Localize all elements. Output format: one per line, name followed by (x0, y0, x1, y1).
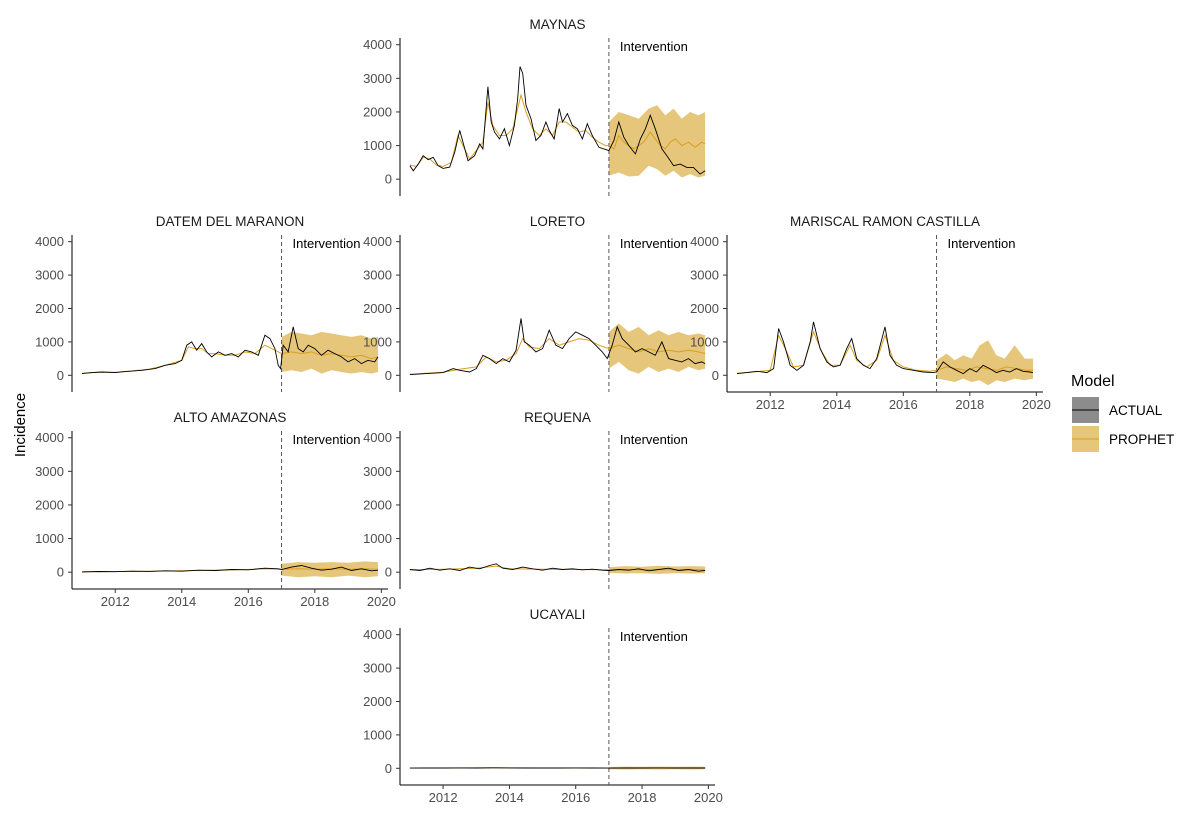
y-tick-label: 2000 (363, 301, 392, 316)
x-tick-label: 2014 (167, 594, 196, 609)
y-tick-label: 3000 (363, 268, 392, 283)
y-tick-label: 0 (712, 368, 719, 383)
y-axis-title: Incidence (12, 393, 29, 457)
legend-label-actual: ACTUAL (1109, 403, 1163, 418)
y-tick-label: 2000 (35, 301, 64, 316)
x-tick-label: 2020 (1022, 397, 1051, 412)
facet-alto-amazonas: ALTO AMAZONAS 0 1000 2000 3000 4000 2012 2014 20… (35, 410, 396, 609)
y-tick-label: 0 (385, 761, 392, 776)
facet-title: MARISCAL RAMON CASTILLA (790, 214, 980, 229)
actual-line (409, 318, 706, 376)
x-tick-label: 2018 (955, 397, 984, 412)
intervention-label: Intervention (293, 236, 361, 251)
y-tick-label: 3000 (35, 464, 64, 479)
facet-title: DATEM DEL MARANON (156, 214, 305, 229)
intervention-label: Intervention (620, 236, 688, 251)
facet-datem-del-maranon: DATEM DEL MARANON 0 1000 2000 3000 4000 Interv… (35, 214, 379, 392)
y-tick-label: 1000 (690, 334, 719, 349)
facet-title: ALTO AMAZONAS (174, 410, 287, 425)
x-tick-label: 2016 (234, 594, 263, 609)
actual-line (409, 66, 706, 175)
y-tick-label: 1000 (363, 334, 392, 349)
y-tick-label: 4000 (35, 234, 64, 249)
x-tick-label: 2016 (889, 397, 918, 412)
intervention-label: Intervention (620, 432, 688, 447)
y-tick-label: 4000 (363, 234, 392, 249)
y-tick-label: 4000 (363, 37, 392, 52)
y-tick-label: 0 (385, 368, 392, 383)
y-tick-label: 3000 (35, 268, 64, 283)
intervention-label: Intervention (293, 432, 361, 447)
y-tick-label: 3000 (363, 71, 392, 86)
legend: Model ACTUAL PROPHET (1071, 373, 1174, 452)
x-tick-label: 2014 (495, 790, 524, 805)
intervention-label: Intervention (948, 236, 1016, 251)
y-tick-label: 3000 (363, 661, 392, 676)
facet-loreto: LORETO 0 1000 2000 3000 4000 Intervention (363, 214, 706, 392)
y-tick-label: 4000 (363, 430, 392, 445)
y-tick-label: 2000 (363, 694, 392, 709)
prophet-line (736, 330, 1033, 374)
x-tick-label: 2020 (367, 594, 396, 609)
y-tick-label: 4000 (363, 627, 392, 642)
y-tick-label: 0 (57, 368, 64, 383)
prophet-line (81, 344, 379, 374)
legend-title: Model (1071, 373, 1115, 390)
facet-title: LORETO (530, 214, 585, 229)
y-tick-label: 2000 (35, 497, 64, 512)
facet-maynas: MAYNAS 0 1000 2000 3000 4000 Intervention (363, 17, 706, 196)
y-tick-label: 1000 (363, 531, 392, 546)
facet-requena: REQUENA 0 1000 2000 3000 4000 Intervention (363, 410, 706, 589)
x-tick-label: 2012 (101, 594, 130, 609)
facet-title: MAYNAS (529, 17, 585, 32)
prophet-line (409, 337, 706, 375)
x-tick-label: 2012 (756, 397, 785, 412)
prophet-interval (608, 323, 706, 374)
y-tick-label: 2000 (690, 301, 719, 316)
actual-line (81, 326, 379, 375)
y-tick-label: 0 (385, 565, 392, 580)
legend-label-prophet: PROPHET (1109, 432, 1174, 447)
intervention-label: Intervention (620, 629, 688, 644)
actual-line (409, 563, 706, 572)
x-tick-label: 2020 (694, 790, 723, 805)
x-tick-label: 2012 (429, 790, 458, 805)
facet-mariscal-ramon-castilla: MARISCAL RAMON CASTILLA 0 1000 2000 3000 4000… (690, 214, 1051, 412)
x-tick-label: 2016 (561, 790, 590, 805)
y-tick-label: 0 (385, 172, 392, 187)
y-tick-label: 1000 (363, 727, 392, 742)
actual-line (81, 565, 379, 573)
y-tick-label: 3000 (363, 464, 392, 479)
y-tick-label: 2000 (363, 497, 392, 512)
facet-title: REQUENA (524, 410, 591, 425)
y-tick-label: 3000 (690, 268, 719, 283)
x-tick-label: 2014 (822, 397, 851, 412)
y-tick-label: 0 (57, 565, 64, 580)
facet-title: UCAYALI (530, 607, 586, 622)
y-tick-label: 2000 (363, 104, 392, 119)
y-tick-label: 4000 (35, 430, 64, 445)
x-tick-label: 2018 (628, 790, 657, 805)
facet-ucayali: UCAYALI 0 1000 2000 3000 4000 2012 2014 2016 2018… (363, 607, 723, 805)
x-tick-label: 2018 (300, 594, 329, 609)
y-tick-label: 1000 (363, 138, 392, 153)
intervention-label: Intervention (620, 39, 688, 54)
y-tick-label: 1000 (35, 334, 64, 349)
prophet-interval (936, 340, 1033, 386)
y-tick-label: 1000 (35, 531, 64, 546)
prophet-interval (281, 331, 378, 374)
actual-line (736, 321, 1034, 375)
y-tick-label: 4000 (690, 234, 719, 249)
